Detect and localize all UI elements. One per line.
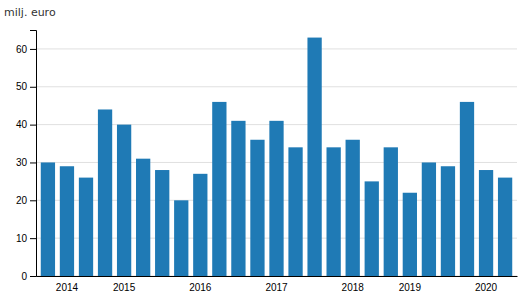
bar [117, 125, 131, 276]
y-tick-label: 0 [21, 271, 27, 282]
bar [327, 147, 341, 276]
bar [98, 109, 112, 276]
bar [136, 159, 150, 276]
y-tick-mark [30, 200, 36, 201]
y-tick-label: 30 [16, 157, 28, 168]
bar [269, 121, 283, 276]
x-tick-label: 2017 [265, 282, 288, 293]
grid [36, 49, 517, 276]
bar [60, 166, 74, 276]
y-tick: 20 [16, 195, 36, 206]
y-tick-mark [30, 87, 36, 88]
x-tick-label: 2016 [189, 282, 212, 293]
bar [231, 121, 245, 276]
bar [384, 147, 398, 276]
x-tick-label: 2014 [56, 282, 79, 293]
y-tick: 10 [16, 233, 36, 244]
chart: 2014 2015 2016 2017 2018 2019 2020 0 10 20 30 40 50 6… [0, 0, 529, 302]
x-tick: 2018 [342, 276, 365, 293]
x-tick: 2017 [265, 276, 288, 293]
grid-line [36, 48, 517, 49]
y-tick-label: 60 [16, 44, 28, 55]
bar [250, 140, 264, 276]
x-tick: 2015 [113, 276, 136, 293]
y-tick: 60 [16, 44, 36, 55]
y-tick: 40 [16, 119, 36, 130]
y-axis-title: milj. euro [4, 6, 56, 19]
x-axis-line [37, 276, 518, 277]
bar [307, 38, 321, 276]
y-tick-label: 40 [16, 119, 28, 130]
bar [479, 170, 493, 276]
plot: 2014 2015 2016 2017 2018 2019 2020 0 10 20 30 40 50 6… [16, 31, 518, 294]
y-tick-mark [30, 276, 36, 277]
y-tick-mark [30, 162, 36, 163]
y-tick-label: 50 [16, 81, 28, 92]
y-tick: 0 [21, 271, 36, 282]
bar [460, 102, 474, 276]
bar [498, 178, 512, 276]
y-axis: 0 10 20 30 40 50 60 [16, 31, 37, 282]
bar [288, 147, 302, 276]
x-tick-label: 2018 [342, 282, 365, 293]
x-tick: 2020 [475, 276, 498, 293]
x-tick-label: 2020 [475, 282, 498, 293]
y-axis-line [30, 31, 37, 277]
bar [212, 102, 226, 276]
x-tick-label: 2015 [113, 282, 136, 293]
y-tick-mark [30, 125, 36, 126]
bar [155, 170, 169, 276]
bar [174, 200, 188, 276]
bar [193, 174, 207, 276]
x-tick: 2016 [189, 276, 212, 293]
bar [403, 193, 417, 276]
y-tick: 50 [16, 81, 36, 92]
y-tick-label: 10 [16, 233, 28, 244]
y-tick: 30 [16, 157, 36, 168]
x-tick: 2019 [399, 276, 422, 293]
bar [41, 162, 55, 276]
bar [422, 162, 436, 276]
y-tick-mark [30, 49, 36, 50]
bar [441, 166, 455, 276]
grid-line [36, 86, 517, 87]
y-tick-mark [30, 238, 36, 239]
x-tick: 2014 [56, 276, 79, 293]
y-tick-label: 20 [16, 195, 28, 206]
bars [41, 38, 512, 276]
bar [346, 140, 360, 276]
x-tick-label: 2019 [399, 282, 422, 293]
bar [79, 178, 93, 276]
x-axis: 2014 2015 2016 2017 2018 2019 2020 [37, 276, 518, 293]
bar [365, 181, 379, 276]
